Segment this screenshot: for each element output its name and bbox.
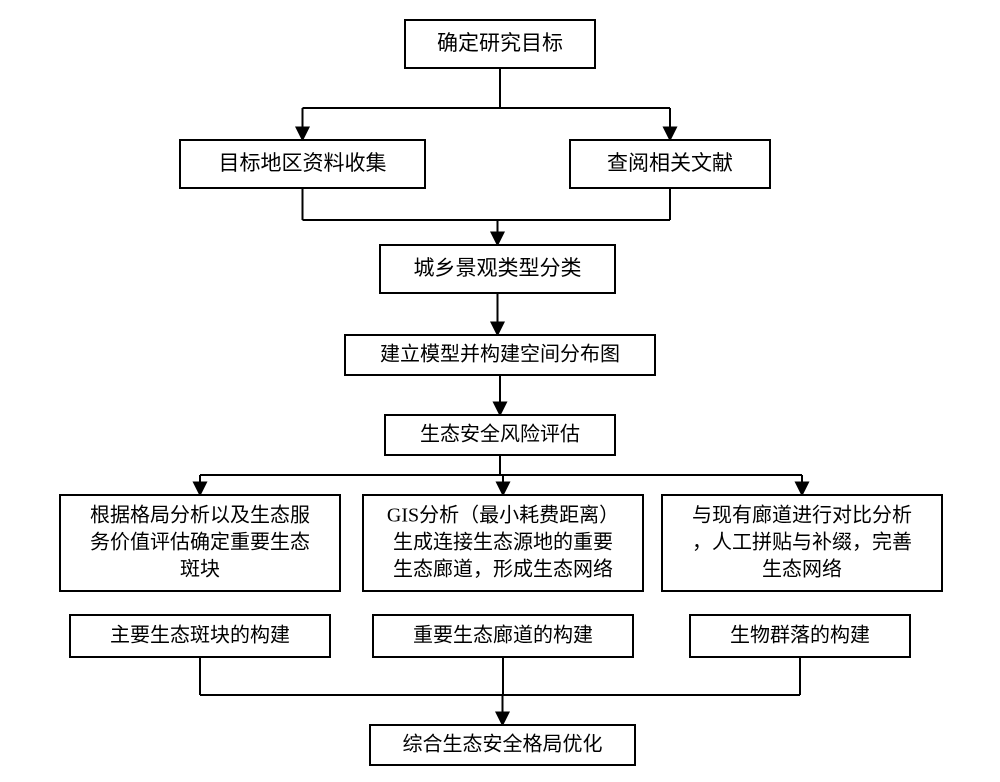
node-n4: 建立模型并构建空间分布图 bbox=[345, 335, 655, 375]
node-n2a: 目标地区资料收集 bbox=[180, 140, 425, 188]
node-label-n3: 城乡景观类型分类 bbox=[414, 256, 582, 280]
node-label-n8: 综合生态安全格局优化 bbox=[403, 733, 603, 756]
node-label-n1: 确定研究目标 bbox=[437, 31, 563, 55]
node-n8: 综合生态安全格局优化 bbox=[370, 725, 635, 765]
node-n3: 城乡景观类型分类 bbox=[380, 245, 615, 293]
node-label-n6a-line1: 根据格局分析以及生态服 bbox=[90, 504, 310, 527]
node-n2b: 查阅相关文献 bbox=[570, 140, 770, 188]
node-label-n7a: 主要生态斑块的构建 bbox=[110, 624, 290, 647]
node-n7a: 主要生态斑块的构建 bbox=[70, 615, 330, 657]
node-n7b: 重要生态廊道的构建 bbox=[373, 615, 633, 657]
node-label-n6c-line3: 生态网络 bbox=[762, 558, 842, 581]
node-n6c: 与现有廊道进行对比分析 ，人工拼贴与补缀，完善生态网络 bbox=[662, 495, 942, 591]
node-label-n7c: 生物群落的构建 bbox=[730, 624, 870, 647]
node-label-n6b-line3: 生态廊道，形成生态网络 bbox=[393, 558, 613, 581]
node-label-n6b-line2: 生成连接生态源地的重要 bbox=[393, 531, 613, 554]
node-label-n7b: 重要生态廊道的构建 bbox=[413, 624, 593, 647]
node-n7c: 生物群落的构建 bbox=[690, 615, 910, 657]
node-n6a: 根据格局分析以及生态服务价值评估确定重要生态斑块 bbox=[60, 495, 340, 591]
node-label-n6a-line2: 务价值评估确定重要生态 bbox=[90, 531, 310, 554]
node-label-n4: 建立模型并构建空间分布图 bbox=[380, 343, 620, 366]
node-n5: 生态安全风险评估 bbox=[385, 415, 615, 455]
node-n1: 确定研究目标 bbox=[405, 20, 595, 68]
node-label-n6c-line2: ，人工拼贴与补缀，完善 bbox=[692, 531, 912, 554]
node-n6b: GIS分析（最小耗费距离） 生成连接生态源地的重要生态廊道，形成生态网络 bbox=[363, 495, 643, 591]
node-label-n2b: 查阅相关文献 bbox=[607, 151, 733, 175]
node-label-n5: 生态安全风险评估 bbox=[420, 423, 580, 446]
node-label-n6c-line1: 与现有廊道进行对比分析 bbox=[692, 504, 912, 527]
node-label-n6b-line1: GIS分析（最小耗费距离） bbox=[387, 504, 619, 527]
node-label-n6a-line3: 斑块 bbox=[180, 558, 220, 581]
node-label-n2a: 目标地区资料收集 bbox=[219, 151, 387, 175]
flowchart-canvas: 确定研究目标目标地区资料收集 查阅相关文献城乡景观类型分类建立模型并构建空间分布图… bbox=[0, 0, 1000, 782]
